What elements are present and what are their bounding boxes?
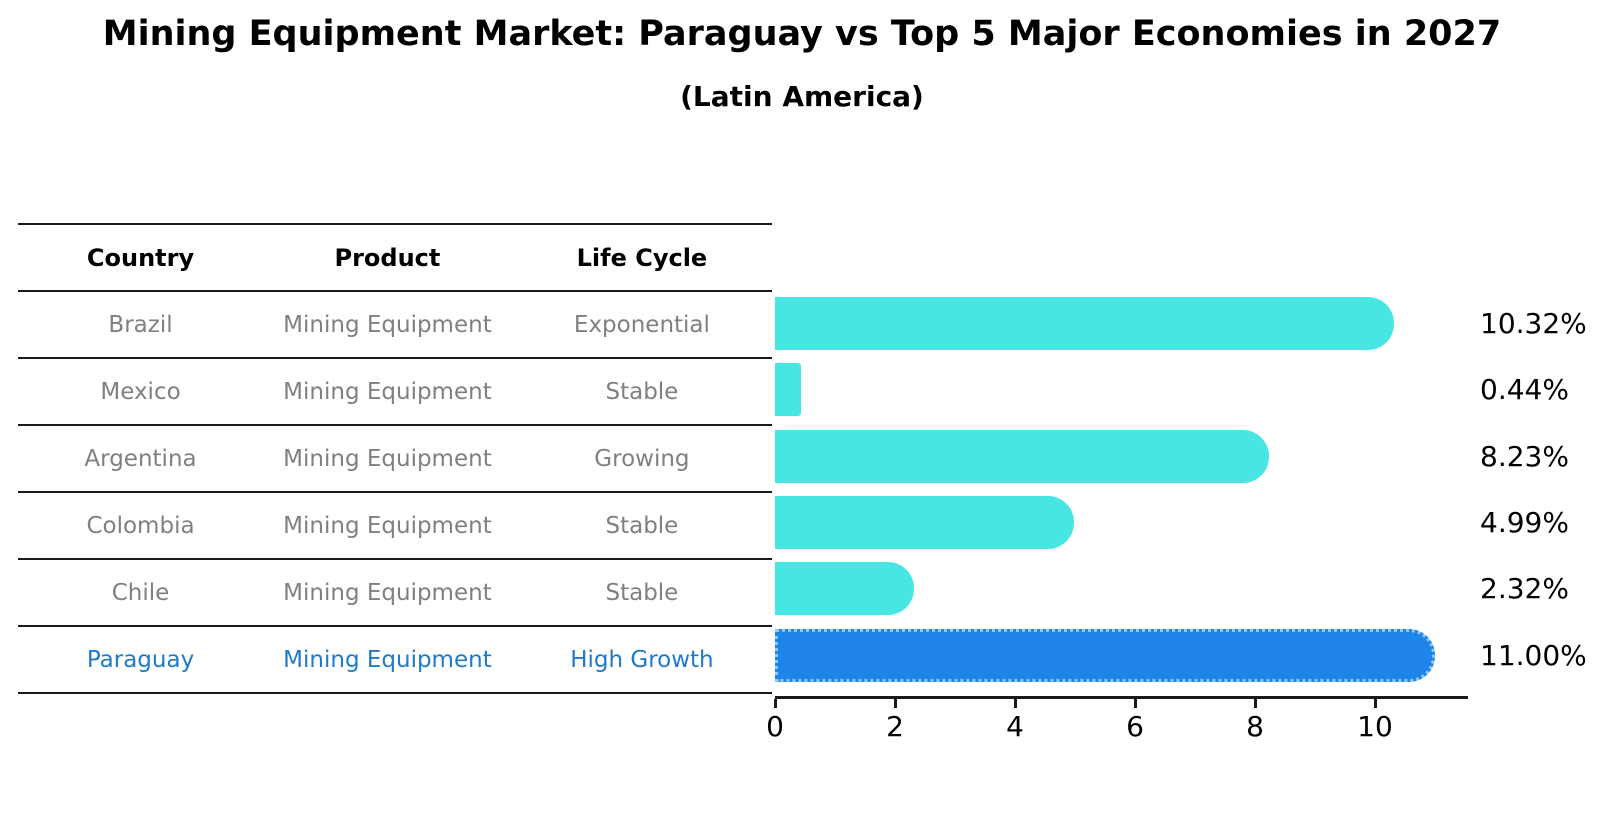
table-row: Argentina Mining Equipment Growing [18, 426, 772, 493]
x-axis-line [775, 696, 1468, 699]
table-row: Mexico Mining Equipment Stable [18, 359, 772, 426]
cell-life-cycle: Stable [605, 378, 679, 405]
value-label-brazil: 10.32% [1480, 307, 1587, 340]
x-tick-mark [1133, 699, 1137, 708]
x-tick-mark [1013, 699, 1017, 708]
table-header-row: Country Product Life Cycle [18, 225, 772, 292]
cell-product: Mining Equipment [283, 579, 492, 606]
value-label-paraguay: 11.00% [1480, 638, 1587, 672]
x-tick-label: 4 [1006, 710, 1024, 743]
x-tick-label: 2 [886, 710, 904, 743]
x-tick-mark [893, 699, 897, 708]
column-header-product: Product [334, 243, 441, 272]
bar-brazil [775, 297, 1395, 350]
chart-title: Mining Equipment Market: Paraguay vs Top… [102, 14, 1502, 54]
bar-paraguay [775, 628, 1435, 682]
cell-country: Chile [111, 579, 170, 606]
value-label-mexico: 0.44% [1480, 373, 1569, 407]
cell-country: Argentina [84, 445, 197, 472]
cell-country: Mexico [100, 378, 181, 405]
cell-product: Mining Equipment [283, 311, 492, 338]
cell-product: Mining Equipment [283, 646, 492, 673]
x-tick-mark [773, 699, 777, 708]
cell-life-cycle: Stable [605, 579, 679, 606]
chart-subtitle: (Latin America) [680, 80, 924, 113]
bar-argentina [775, 429, 1269, 483]
x-tick-label: 6 [1126, 710, 1144, 743]
bar-mexico [775, 363, 802, 417]
value-label-colombia: 4.99% [1480, 505, 1569, 539]
cell-country: Brazil [108, 311, 173, 338]
cell-country: Paraguay [86, 646, 195, 673]
cell-life-cycle: Exponential [573, 311, 710, 338]
country-table: Country Product Life Cycle Brazil Mining Eq… [18, 223, 772, 694]
bar-chile [775, 562, 915, 616]
cell-product: Mining Equipment [283, 378, 492, 405]
bar-colombia [775, 495, 1075, 549]
table-row: Colombia Mining Equipment Stable [18, 493, 772, 560]
column-header-life-cycle: Life Cycle [576, 243, 708, 272]
x-tick-label: 0 [766, 710, 784, 743]
x-tick-label: 10 [1357, 710, 1393, 743]
value-label-argentina: 8.23% [1480, 439, 1569, 473]
cell-country: Colombia [86, 512, 195, 539]
table-row: Brazil Mining Equipment Exponential [18, 292, 772, 359]
cell-life-cycle: Stable [605, 512, 679, 539]
cell-product: Mining Equipment [283, 445, 492, 472]
table-row: Paraguay Mining Equipment High Growth [18, 627, 772, 694]
value-label-chile: 2.32% [1480, 572, 1569, 606]
x-tick-mark [1253, 699, 1257, 708]
table-row: Chile Mining Equipment Stable [18, 560, 772, 627]
column-header-country: Country [86, 243, 195, 272]
x-tick-label: 8 [1246, 710, 1264, 743]
x-tick-mark [1373, 699, 1377, 708]
cell-life-cycle: High Growth [570, 646, 714, 673]
cell-product: Mining Equipment [283, 512, 492, 539]
cell-life-cycle: Growing [594, 445, 690, 472]
